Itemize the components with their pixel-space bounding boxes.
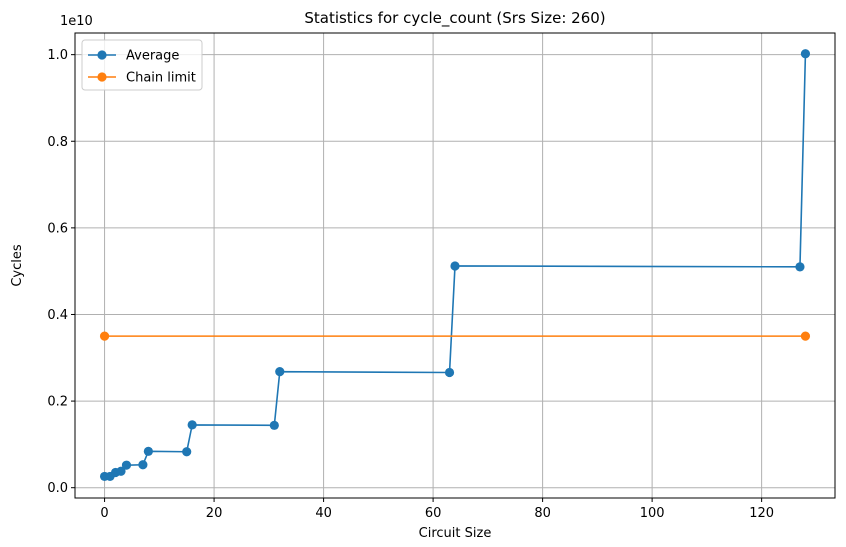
y-offset-label: 1e10 [60, 14, 93, 29]
data-point [800, 49, 811, 59]
x-tick-label: 60 [425, 506, 442, 521]
x-tick-label: 40 [315, 506, 332, 521]
data-point [800, 331, 811, 341]
y-tick-label: 0.2 [47, 395, 68, 410]
series-average [99, 49, 811, 482]
plot-frame [74, 32, 836, 499]
legend-entry: Average [88, 49, 179, 64]
data-point [269, 420, 279, 430]
legend-label: Average [126, 49, 179, 64]
y-tick-label: 0.8 [47, 135, 68, 150]
y-tick-label: 0.6 [47, 221, 68, 236]
data-point [450, 261, 460, 271]
data-point [138, 460, 148, 470]
y-tick-label: 1.0 [47, 48, 68, 63]
x-tick-label: 80 [534, 506, 551, 521]
chart-title: Statistics for cycle_count (Srs Size: 26… [304, 9, 605, 28]
data-point [444, 367, 455, 378]
series-layer [99, 49, 811, 482]
x-tick-label: 20 [206, 506, 223, 521]
data-point [121, 460, 132, 470]
data-point [143, 446, 153, 456]
x-tick-label: 120 [749, 506, 774, 521]
data-point [99, 331, 110, 341]
x-axis-label: Circuit Size [419, 526, 492, 541]
legend-label: Chain limit [126, 71, 196, 86]
data-point [116, 466, 126, 476]
legend: Average Chain limit [81, 39, 203, 91]
y-tick-label: 0.0 [47, 481, 68, 496]
series-chain-limit [99, 331, 811, 341]
legend-marker [97, 50, 107, 60]
legend-entry: Chain limit [88, 71, 196, 86]
data-point [275, 367, 285, 377]
data-point [187, 420, 197, 430]
data-point [795, 262, 805, 272]
x-tick-label: 0 [100, 506, 108, 521]
data-point [182, 447, 192, 457]
y-axis: 0.0 0.2 0.4 0.6 0.8 1.0 [47, 48, 75, 496]
legend-marker [97, 72, 107, 82]
x-axis: 0 20 40 60 80 100 120 [100, 498, 774, 521]
x-tick-label: 100 [640, 506, 665, 521]
y-tick-label: 0.4 [47, 308, 68, 323]
y-axis-label: Cycles [10, 244, 25, 287]
